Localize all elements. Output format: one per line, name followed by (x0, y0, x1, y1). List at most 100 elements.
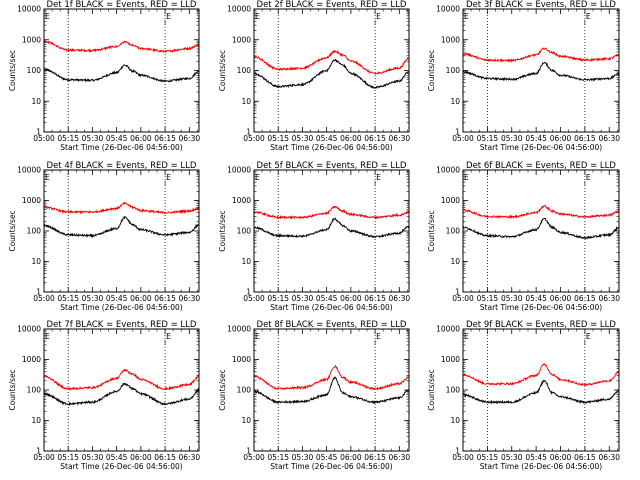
y-tick-label: 10000 (17, 5, 41, 14)
x-tick-label: 06:00 (130, 294, 152, 303)
panel-det-5: Det 5f BLACK = Events, RED = LLD 1 10 100 10… (218, 161, 410, 312)
y-axis-label: Counts/sec (427, 210, 436, 251)
y-axis-label: Counts/sec (8, 369, 17, 410)
x-tick-label: 05:15 (57, 134, 79, 143)
y-tick-label: 1000 (441, 196, 460, 205)
x-axis-label: Start Time (26-Dec-06 04:56:00) (60, 303, 182, 312)
y-axis-label: Counts/sec (218, 50, 227, 91)
y-axis-label: Counts/sec (8, 210, 17, 251)
x-tick-label: 05:00 (33, 294, 55, 303)
event-marker-label: E (166, 173, 171, 182)
events-series-line (253, 376, 410, 405)
x-tick-label: 06:00 (340, 294, 362, 303)
events-series-line (462, 379, 620, 405)
x-tick-label: 06:15 (154, 134, 176, 143)
x-tick-label: 05:00 (452, 134, 474, 143)
y-tick-label: 10000 (436, 5, 460, 14)
y-tick-label: 100 (446, 66, 461, 75)
y-tick-label: 1000 (232, 35, 251, 44)
y-axis-label: Counts/sec (427, 369, 436, 410)
x-tick-label: 06:30 (389, 453, 411, 462)
y-tick-label: 100 (237, 386, 252, 395)
y-tick-label: 100 (27, 66, 42, 75)
event-marker-label: E (376, 12, 381, 21)
x-tick-label: 05:00 (33, 134, 55, 143)
plot-frame (43, 328, 200, 452)
y-tick-label: 100 (446, 386, 461, 395)
x-tick-label: 05:15 (267, 294, 289, 303)
events-series-line (462, 61, 620, 82)
x-axis-label: Start Time (26-Dec-06 04:56:00) (270, 462, 392, 471)
x-tick-label: 05:15 (477, 294, 499, 303)
panel-det-4: Det 4f BLACK = Events, RED = LLD 1 10 100 10… (8, 161, 200, 312)
x-tick-label: 05:30 (501, 294, 523, 303)
x-axis-label: Start Time (26-Dec-06 04:56:00) (60, 462, 182, 471)
events-series-line (462, 217, 620, 240)
lld-series-line (253, 205, 410, 220)
y-tick-label: 10 (450, 257, 460, 266)
panel-det-2: Det 2f BLACK = Events, RED = LLD 1 10 100 10… (218, 0, 410, 152)
event-marker-label: E (464, 332, 469, 341)
lld-series-line (462, 205, 620, 220)
plot-frame (253, 328, 410, 452)
y-tick-label: 10000 (227, 325, 251, 334)
x-tick-label: 06:15 (364, 134, 386, 143)
y-tick-label: 10000 (227, 166, 251, 175)
events-series-line (43, 64, 200, 83)
x-tick-label: 05:30 (82, 294, 104, 303)
panel-det-8: Det 8f BLACK = Events, RED = LLD 1 10 100 10… (218, 320, 410, 471)
panel-title: Det 1f BLACK = Events, RED = LLD (47, 0, 197, 10)
x-tick-label: 05:45 (525, 453, 547, 462)
y-tick-label: 10 (31, 97, 41, 106)
panel-det-6: Det 6f BLACK = Events, RED = LLD 1 10 100 10… (427, 161, 620, 312)
panel-title: Det 4f BLACK = Events, RED = LLD (47, 161, 197, 171)
lld-series-line (43, 201, 200, 215)
x-tick-label: 05:45 (525, 134, 547, 143)
x-axis-label: Start Time (26-Dec-06 04:56:00) (270, 303, 392, 312)
lld-series-line (43, 368, 200, 392)
x-tick-label: 05:00 (452, 294, 474, 303)
lld-series-line (462, 46, 620, 64)
lld-series-line (462, 362, 620, 387)
x-axis-label: Start Time (26-Dec-06 04:56:00) (60, 143, 182, 152)
y-tick-label: 1 (455, 288, 460, 297)
lld-series-line (253, 49, 410, 75)
x-tick-label: 06:00 (130, 134, 152, 143)
x-tick-label: 06:15 (364, 294, 386, 303)
x-tick-label: 06:30 (179, 453, 201, 462)
event-marker-label: E (45, 173, 50, 182)
x-tick-label: 05:15 (477, 134, 499, 143)
y-tick-label: 1000 (232, 196, 251, 205)
x-tick-label: 05:15 (267, 134, 289, 143)
plot-frame (253, 8, 410, 133)
plot-frame (43, 8, 200, 133)
lld-series-line (254, 364, 410, 391)
y-tick-label: 1 (246, 447, 251, 456)
event-marker-label: E (166, 12, 171, 21)
y-tick-label: 100 (446, 227, 461, 236)
y-tick-label: 10000 (436, 325, 460, 334)
x-tick-label: 06:30 (598, 453, 620, 462)
y-tick-label: 1000 (441, 355, 460, 364)
event-marker-label: E (255, 12, 260, 21)
x-tick-label: 05:45 (316, 134, 338, 143)
events-series-line (43, 215, 200, 239)
y-tick-label: 1 (36, 128, 41, 137)
plot-frame (462, 8, 620, 133)
x-tick-label: 05:15 (267, 453, 289, 462)
panel-title: Det 5f BLACK = Events, RED = LLD (257, 161, 407, 171)
y-tick-label: 10 (31, 257, 41, 266)
plot-frame (462, 169, 620, 293)
y-tick-label: 10000 (17, 166, 41, 175)
panel-title: Det 9f BLACK = Events, RED = LLD (466, 320, 616, 330)
y-tick-label: 10000 (17, 325, 41, 334)
x-tick-label: 06:00 (340, 453, 362, 462)
panel-title: Det 2f BLACK = Events, RED = LLD (257, 0, 407, 10)
x-axis-label: Start Time (26-Dec-06 04:56:00) (480, 462, 602, 471)
x-tick-label: 06:15 (574, 134, 596, 143)
x-tick-label: 06:00 (550, 453, 572, 462)
x-tick-label: 05:00 (243, 294, 265, 303)
x-tick-label: 06:30 (389, 294, 411, 303)
event-marker-label: E (586, 332, 591, 341)
